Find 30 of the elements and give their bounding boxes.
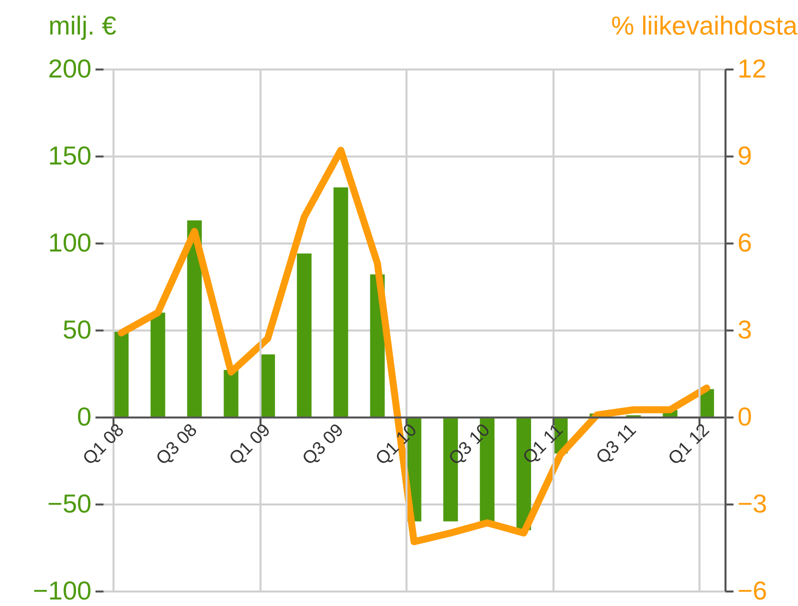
bar: [260, 354, 275, 417]
x-tick-label: Q1 12: [664, 420, 714, 469]
x-tick-label: Q1 11: [518, 420, 567, 468]
x-tick-label: Q3 11: [592, 420, 640, 468]
x-tick-label: Q3 08: [152, 420, 201, 469]
y2-tick-label: 12: [738, 54, 766, 84]
y-tick-label: 0: [77, 402, 92, 432]
y2-tick-label: 0: [738, 402, 752, 432]
y2-tick-label: 3: [738, 314, 752, 344]
x-tick-label: Q3 09: [298, 420, 348, 469]
y2-tick-label: 6: [738, 228, 752, 258]
x-tick-label: Q3 10: [444, 420, 494, 469]
bar: [334, 187, 348, 417]
y-tick-label: 50: [62, 314, 92, 344]
y2-tick-label: −6: [738, 576, 768, 606]
y2-tick-label: −3: [738, 488, 768, 518]
y2-axis-title: % liikevaihdosta: [611, 10, 798, 40]
y-tick-label: 150: [48, 140, 92, 170]
bar: [150, 312, 166, 417]
x-tick-label: Q1 09: [225, 420, 274, 469]
y-tick-label: −50: [47, 488, 92, 518]
bar: [296, 253, 312, 417]
y-tick-label: 100: [48, 228, 92, 258]
y-axis-title: milj. €: [48, 10, 117, 40]
bar: [114, 332, 129, 417]
bar: [224, 370, 238, 417]
y-tick-label: −100: [32, 576, 92, 606]
x-tick-label: Q1 10: [372, 420, 420, 469]
y2-tick-label: 9: [738, 140, 752, 170]
y-tick-label: 200: [48, 54, 92, 84]
